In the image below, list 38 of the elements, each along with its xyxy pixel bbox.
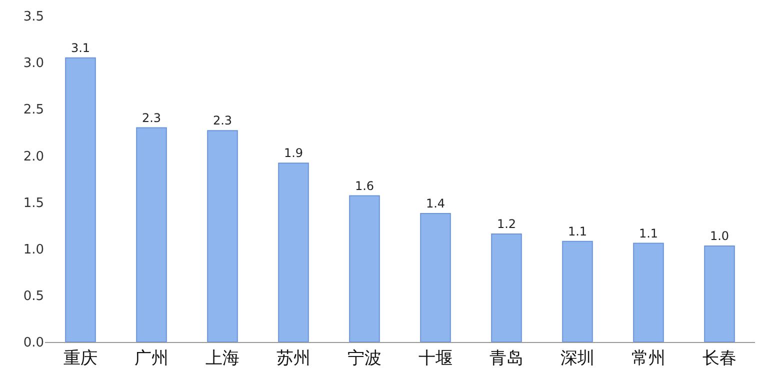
y-tick-label: 0.0	[23, 336, 44, 351]
y-tick-label: 0.5	[23, 288, 44, 304]
data-label: 1.1	[568, 224, 588, 238]
bar	[207, 130, 238, 342]
x-tick-label: 苏州	[276, 348, 310, 368]
data-label: 3.1	[70, 40, 90, 55]
y-tick-label: 2.5	[23, 102, 44, 118]
y-tick-label: 1.0	[23, 242, 44, 258]
data-label: 1.0	[710, 229, 730, 244]
x-tick-label: 深圳	[560, 348, 594, 368]
data-label: 1.9	[284, 146, 304, 160]
data-label: 1.1	[638, 226, 658, 240]
y-tick-label: 3.0	[23, 56, 44, 72]
bar	[633, 242, 664, 342]
data-label: 1.2	[496, 216, 516, 231]
y-tick-label: 1.5	[23, 196, 44, 211]
x-tick-label: 重庆	[64, 348, 98, 368]
x-tick-label: 青岛	[490, 348, 524, 368]
x-tick-label: 常州	[632, 348, 666, 368]
data-label: 2.3	[212, 114, 232, 128]
bar	[65, 57, 96, 342]
bar	[491, 233, 522, 342]
x-tick-label: 广州	[134, 348, 168, 368]
bar	[136, 127, 167, 342]
x-tick-label: 十堰	[418, 348, 452, 368]
bar	[349, 195, 380, 342]
x-tick-label: 长春	[702, 348, 736, 368]
bar	[420, 212, 451, 342]
y-tick-label: 2.0	[23, 149, 44, 164]
data-label: 1.6	[354, 178, 374, 193]
bar	[704, 246, 735, 342]
bar	[562, 240, 593, 342]
data-label: 1.4	[426, 196, 446, 210]
bar	[278, 162, 309, 342]
data-label: 2.3	[142, 110, 162, 125]
x-tick-label: 上海	[206, 348, 240, 368]
y-tick-label: 3.5	[23, 10, 44, 25]
x-tick-label: 宁波	[348, 348, 382, 368]
